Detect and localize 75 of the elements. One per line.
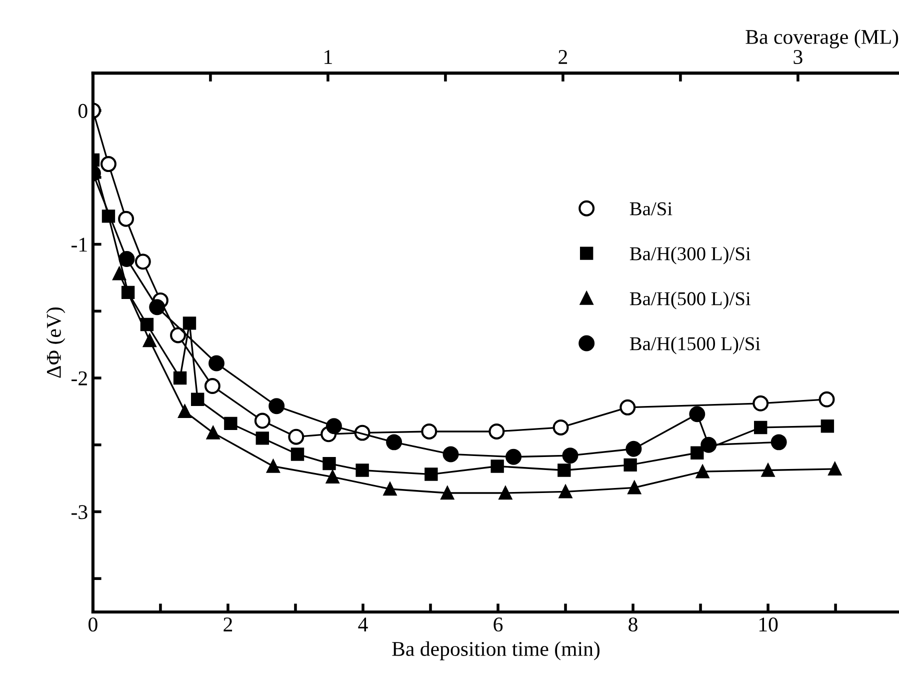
point bbox=[761, 464, 775, 477]
y-tick-label: -1 bbox=[72, 238, 87, 252]
x2-tick-label: 2 bbox=[558, 50, 568, 64]
legend-label: Ba/H(500 L)/Si bbox=[630, 292, 751, 310]
legend-label: Ba/Si bbox=[630, 202, 672, 216]
point bbox=[356, 464, 369, 477]
point bbox=[182, 316, 196, 330]
point bbox=[626, 440, 642, 457]
y-tick-label: 0 bbox=[78, 104, 88, 118]
point bbox=[700, 436, 717, 453]
point bbox=[506, 448, 522, 465]
point bbox=[624, 458, 637, 472]
x-axis-title: Ba deposition time (min) bbox=[392, 641, 600, 660]
point bbox=[421, 423, 438, 440]
point bbox=[100, 156, 116, 172]
point bbox=[224, 416, 238, 430]
point bbox=[696, 465, 710, 478]
point bbox=[118, 251, 135, 267]
point bbox=[828, 462, 842, 476]
point bbox=[628, 481, 641, 494]
point bbox=[752, 395, 769, 412]
point bbox=[178, 404, 192, 418]
point bbox=[690, 446, 704, 460]
point bbox=[206, 426, 220, 440]
x2-tick-label: 1 bbox=[324, 50, 332, 64]
point bbox=[326, 418, 342, 434]
point bbox=[134, 254, 151, 270]
y-axis-title: ΔΦ (eV) bbox=[46, 307, 66, 378]
point bbox=[118, 210, 134, 227]
point bbox=[173, 371, 187, 385]
point bbox=[620, 399, 636, 416]
point bbox=[190, 392, 204, 406]
point bbox=[424, 468, 438, 481]
point bbox=[288, 428, 304, 445]
point bbox=[268, 398, 285, 414]
point bbox=[112, 267, 126, 280]
point bbox=[290, 448, 304, 461]
y-tick-label: -2 bbox=[72, 371, 87, 386]
point bbox=[552, 419, 569, 436]
point bbox=[754, 420, 768, 434]
legend-label: Ba/H(300 L)/Si bbox=[630, 246, 751, 264]
point bbox=[562, 448, 578, 464]
x-tick-label: 0 bbox=[88, 617, 98, 632]
x2-tick-label: 3 bbox=[794, 50, 802, 64]
y-tick-label: -3 bbox=[72, 505, 88, 520]
point bbox=[440, 486, 454, 500]
point bbox=[204, 378, 220, 394]
x-tick-label: 2 bbox=[224, 618, 232, 632]
x-tick-label: 6 bbox=[494, 618, 503, 632]
x-tick-label: 10 bbox=[759, 617, 778, 632]
point bbox=[442, 446, 459, 462]
point bbox=[322, 456, 336, 470]
point bbox=[386, 434, 402, 450]
x-tick-label: 4 bbox=[358, 618, 368, 632]
point bbox=[558, 464, 571, 477]
point bbox=[498, 486, 512, 500]
point bbox=[208, 355, 224, 372]
point bbox=[488, 423, 505, 440]
x2-axis-title: Ba coverage (ML) bbox=[746, 29, 898, 48]
point bbox=[383, 482, 397, 496]
point bbox=[818, 391, 835, 408]
point bbox=[490, 460, 504, 473]
point bbox=[143, 334, 156, 348]
point bbox=[266, 460, 280, 473]
point bbox=[256, 432, 269, 445]
point bbox=[170, 327, 186, 344]
point bbox=[770, 434, 787, 450]
point bbox=[689, 406, 706, 422]
point bbox=[326, 470, 340, 484]
point bbox=[820, 420, 834, 433]
x-tick-label: 8 bbox=[628, 617, 638, 632]
legend-label: Ba/H(1500 L)/Si bbox=[630, 336, 760, 354]
point bbox=[558, 485, 572, 498]
point bbox=[254, 412, 270, 429]
point bbox=[149, 299, 166, 316]
